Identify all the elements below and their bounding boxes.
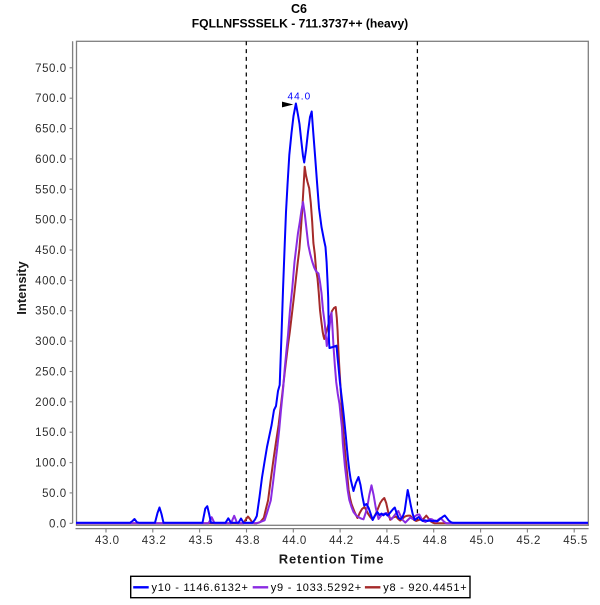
svg-text:44.0: 44.0: [287, 92, 311, 103]
svg-text:Intensity: Intensity: [14, 261, 29, 315]
svg-text:350.0: 350.0: [35, 306, 67, 318]
svg-text:100.0: 100.0: [35, 458, 67, 470]
svg-text:43.0: 43.0: [95, 535, 120, 547]
svg-text:200.0: 200.0: [35, 397, 67, 409]
svg-text:FQLLNFSSSELK - 711.3737++ (hea: FQLLNFSSSELK - 711.3737++ (heavy): [192, 16, 408, 30]
svg-text:y9 - 1033.5292+: y9 - 1033.5292+: [271, 582, 362, 594]
svg-text:y8 - 920.4451+: y8 - 920.4451+: [383, 582, 467, 594]
svg-text:45.0: 45.0: [470, 535, 495, 547]
svg-text:650.0: 650.0: [35, 124, 67, 136]
svg-text:250.0: 250.0: [35, 367, 67, 379]
svg-text:50.0: 50.0: [42, 488, 67, 500]
svg-text:y10 - 1146.6132+: y10 - 1146.6132+: [152, 582, 249, 594]
svg-text:45.2: 45.2: [516, 535, 541, 547]
svg-text:500.0: 500.0: [35, 215, 67, 227]
svg-text:Retention Time: Retention Time: [279, 552, 385, 567]
svg-text:45.5: 45.5: [563, 535, 588, 547]
svg-text:150.0: 150.0: [35, 427, 67, 439]
svg-text:450.0: 450.0: [35, 245, 67, 257]
svg-text:0.0: 0.0: [49, 518, 67, 530]
svg-text:44.2: 44.2: [329, 535, 354, 547]
svg-text:750.0: 750.0: [35, 63, 67, 75]
svg-text:44.5: 44.5: [376, 535, 401, 547]
svg-text:43.8: 43.8: [236, 535, 261, 547]
svg-text:600.0: 600.0: [35, 154, 67, 166]
svg-text:550.0: 550.0: [35, 184, 67, 196]
svg-text:43.5: 43.5: [189, 535, 214, 547]
svg-text:44.8: 44.8: [423, 535, 448, 547]
svg-text:43.2: 43.2: [142, 535, 167, 547]
svg-text:400.0: 400.0: [35, 275, 67, 287]
svg-text:300.0: 300.0: [35, 336, 67, 348]
svg-text:44.0: 44.0: [282, 535, 307, 547]
svg-text:C6: C6: [291, 2, 307, 16]
svg-text:700.0: 700.0: [35, 93, 67, 105]
